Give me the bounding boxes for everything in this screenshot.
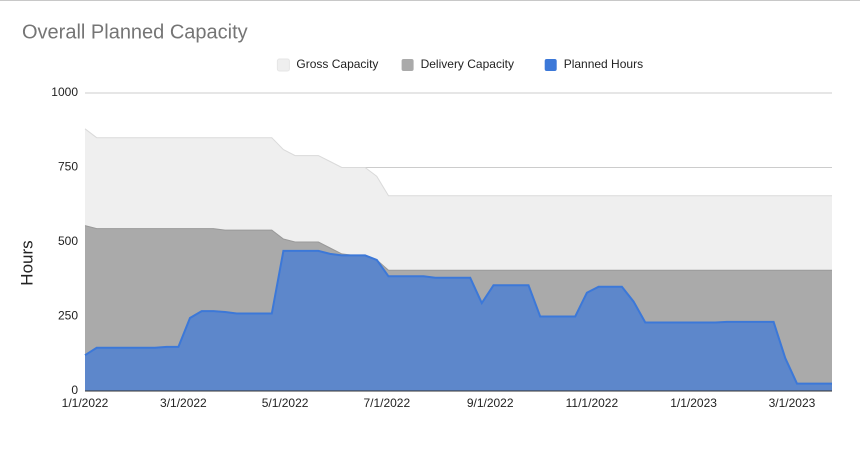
y-tick-label: 0 [71,383,78,397]
y-axis-title: Hours [17,240,36,285]
x-tick-label: 1/1/2023 [670,396,717,410]
x-tick-label: 1/1/2022 [62,396,109,410]
area-line [84,128,832,197]
x-tick-label: 5/1/2022 [262,396,309,410]
y-tick-label: 750 [58,160,78,174]
x-tick-label: 3/1/2022 [160,396,207,410]
area-line [84,249,832,385]
legend-swatch [276,58,290,72]
legend-swatch [544,59,557,71]
x-tick-label: 3/1/2023 [769,396,816,410]
area-line [84,225,832,271]
legend-swatch [401,59,414,71]
legend-label: Planned Hours [564,57,643,71]
legend-label: Delivery Capacity [421,57,514,71]
area [85,250,832,391]
y-tick-label: 250 [58,309,78,323]
y-tick-label: 500 [58,234,78,248]
legend-label: Gross Capacity [296,57,378,71]
x-tick-label: 11/1/2022 [566,396,619,410]
x-tick-label: 9/1/2022 [467,396,514,410]
chart-title: Overall Planned Capacity [22,21,248,43]
x-tick-label: 7/1/2022 [363,396,410,410]
y-tick-label: 1000 [51,85,78,99]
